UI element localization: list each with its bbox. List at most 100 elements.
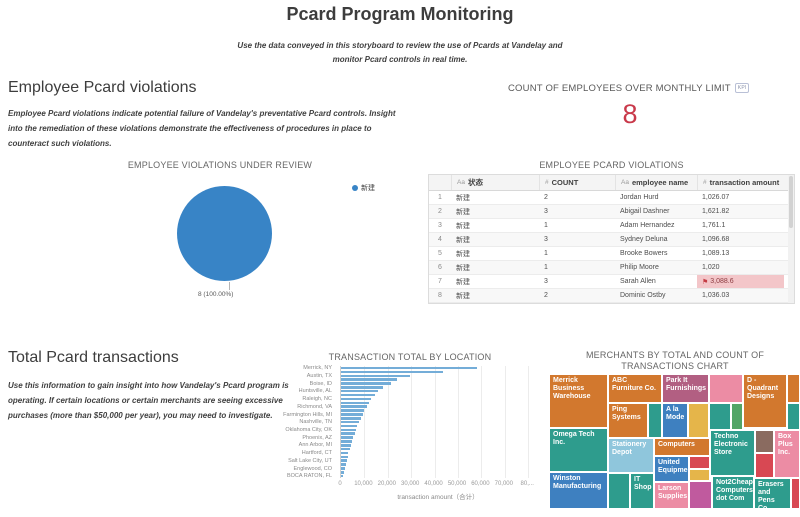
row-number[interactable]: 5 <box>438 250 442 257</box>
treemap-tile[interactable] <box>788 404 799 429</box>
treemap-tile[interactable]: IT Shop <box>631 474 653 508</box>
employee-name-cell[interactable]: Sydney Deluna <box>620 236 668 243</box>
bar[interactable] <box>341 463 346 466</box>
bar[interactable] <box>341 436 354 439</box>
bar[interactable] <box>341 471 344 474</box>
treemap-tile[interactable] <box>756 454 773 477</box>
row-number[interactable]: 7 <box>438 278 442 285</box>
table-row[interactable]: 3 新建 1 Adam Hernandez 1,761.1 <box>429 219 794 233</box>
pie-legend[interactable]: 新建 <box>352 183 375 193</box>
treemap-tile[interactable]: D - Quadrant Designs <box>744 375 786 427</box>
treemap-tile[interactable] <box>756 431 773 452</box>
column-header[interactable]: # COUNT <box>539 175 615 190</box>
table-row[interactable]: 2 新建 3 Abigail Dashner 1,621.82 <box>429 205 794 219</box>
employee-name-cell[interactable]: Adam Hernandez <box>620 222 675 229</box>
treemap-tile[interactable] <box>792 479 799 508</box>
treemap-tile[interactable] <box>732 404 742 429</box>
employee-name-cell[interactable]: Philip Moore <box>620 264 659 271</box>
bar[interactable] <box>341 378 398 381</box>
transaction-amount-cell[interactable]: ⚑ 3,088.6 <box>697 275 784 288</box>
treemap-tile[interactable]: A la Mode <box>663 404 687 437</box>
count-cell[interactable]: 3 <box>544 208 548 215</box>
employee-name-cell[interactable]: Sarah Allen <box>620 278 656 285</box>
table-row[interactable]: 4 新建 3 Sydney Deluna 1,096.68 <box>429 233 794 247</box>
treemap-tile[interactable] <box>690 470 709 480</box>
row-number[interactable]: 1 <box>438 194 442 201</box>
row-number[interactable]: 8 <box>438 292 442 299</box>
treemap-tile[interactable] <box>649 404 661 437</box>
count-cell[interactable]: 1 <box>544 264 548 271</box>
bar[interactable] <box>341 366 477 370</box>
row-number[interactable]: 2 <box>438 208 442 215</box>
bar[interactable] <box>341 424 358 428</box>
bar[interactable] <box>341 389 379 393</box>
treemap-tile[interactable] <box>710 375 742 402</box>
bar[interactable] <box>341 432 355 435</box>
bar[interactable] <box>341 467 345 470</box>
status-cell[interactable]: 新建 <box>456 236 470 244</box>
employee-name-cell[interactable]: Jordan Hurd <box>620 194 659 201</box>
table-row[interactable]: 7 新建 3 Sarah Allen ⚑ 3,088.6 <box>429 275 794 289</box>
table-scrollbar-thumb[interactable] <box>789 176 793 228</box>
transaction-amount-cell[interactable]: 1,621.82 <box>702 208 730 215</box>
bar[interactable] <box>341 459 347 462</box>
transaction-amount-cell[interactable]: 1,026.07 <box>702 194 730 201</box>
treemap-tile[interactable] <box>788 375 799 402</box>
treemap-tile[interactable]: Larson Supplies <box>655 483 688 508</box>
table-row[interactable]: 1 新建 2 Jordan Hurd 1,026.07 <box>429 191 794 205</box>
bar[interactable] <box>341 474 344 478</box>
row-number[interactable]: 6 <box>438 264 442 271</box>
status-cell[interactable]: 新建 <box>456 194 470 202</box>
employee-name-cell[interactable]: Abigail Dashner <box>620 208 670 215</box>
treemap-tile[interactable] <box>609 474 629 508</box>
transaction-amount-cell[interactable]: 1,020 <box>702 264 720 271</box>
status-cell[interactable]: 新建 <box>456 250 470 258</box>
transaction-amount-cell[interactable]: 1,089.13 <box>702 250 730 257</box>
treemap-tile[interactable]: ABC Furniture Co. <box>609 375 661 402</box>
treemap-tile[interactable]: Erasers and Pens Co. <box>755 479 790 508</box>
count-cell[interactable]: 1 <box>544 250 548 257</box>
bar[interactable] <box>341 413 363 416</box>
row-number[interactable]: 4 <box>438 236 442 243</box>
column-header[interactable]: Aa employee name <box>615 175 697 190</box>
treemap-tile[interactable]: Computers <box>655 439 709 455</box>
count-cell[interactable]: 3 <box>544 278 548 285</box>
treemap-tile[interactable]: Omega Tech Inc. <box>550 429 607 471</box>
bar[interactable] <box>341 447 350 451</box>
bar[interactable] <box>341 451 349 455</box>
bar[interactable] <box>341 417 361 420</box>
treemap-tile[interactable] <box>690 482 711 508</box>
transaction-amount-cell[interactable]: 1,096.68 <box>702 236 730 243</box>
treemap-tile[interactable]: Techno Electronic Store <box>711 431 754 475</box>
bar[interactable] <box>341 440 352 443</box>
column-header[interactable]: # transaction amount <box>697 175 784 190</box>
bar[interactable] <box>341 405 367 408</box>
bar[interactable] <box>341 428 356 432</box>
column-header[interactable] <box>429 175 451 190</box>
count-cell[interactable]: 2 <box>544 292 548 299</box>
row-number[interactable]: 3 <box>438 222 442 229</box>
count-cell[interactable]: 2 <box>544 194 548 201</box>
treemap-tile[interactable] <box>690 457 709 468</box>
treemap-tile[interactable]: United Equipment <box>655 457 688 481</box>
column-header[interactable]: Aa 状态 <box>451 175 539 190</box>
pie-chart[interactable] <box>177 186 272 281</box>
status-cell[interactable]: 新建 <box>456 208 470 216</box>
treemap-tile[interactable]: Ping Systems <box>609 404 647 437</box>
bar[interactable] <box>341 393 375 397</box>
treemap-tile[interactable]: Stationery Depot <box>609 439 653 472</box>
treemap-tile[interactable]: Park It Furnishings <box>663 375 708 402</box>
status-cell[interactable]: 新建 <box>456 278 470 286</box>
transaction-amount-cell[interactable]: 1,761.1 <box>702 222 726 229</box>
bar[interactable] <box>341 386 384 389</box>
count-cell[interactable]: 1 <box>544 222 548 229</box>
treemap-tile[interactable]: Winston Manufacturing <box>550 473 607 508</box>
table-row[interactable]: 6 新建 1 Philip Moore 1,020 <box>429 261 794 275</box>
status-cell[interactable]: 新建 <box>456 264 470 272</box>
table-row[interactable]: 5 新建 1 Brooke Bowers 1,089.13 <box>429 247 794 261</box>
bar[interactable] <box>341 401 370 405</box>
employee-name-cell[interactable]: Dominic Ostby <box>620 292 666 299</box>
count-cell[interactable]: 3 <box>544 236 548 243</box>
bar[interactable] <box>341 409 365 412</box>
bar[interactable] <box>341 382 392 385</box>
